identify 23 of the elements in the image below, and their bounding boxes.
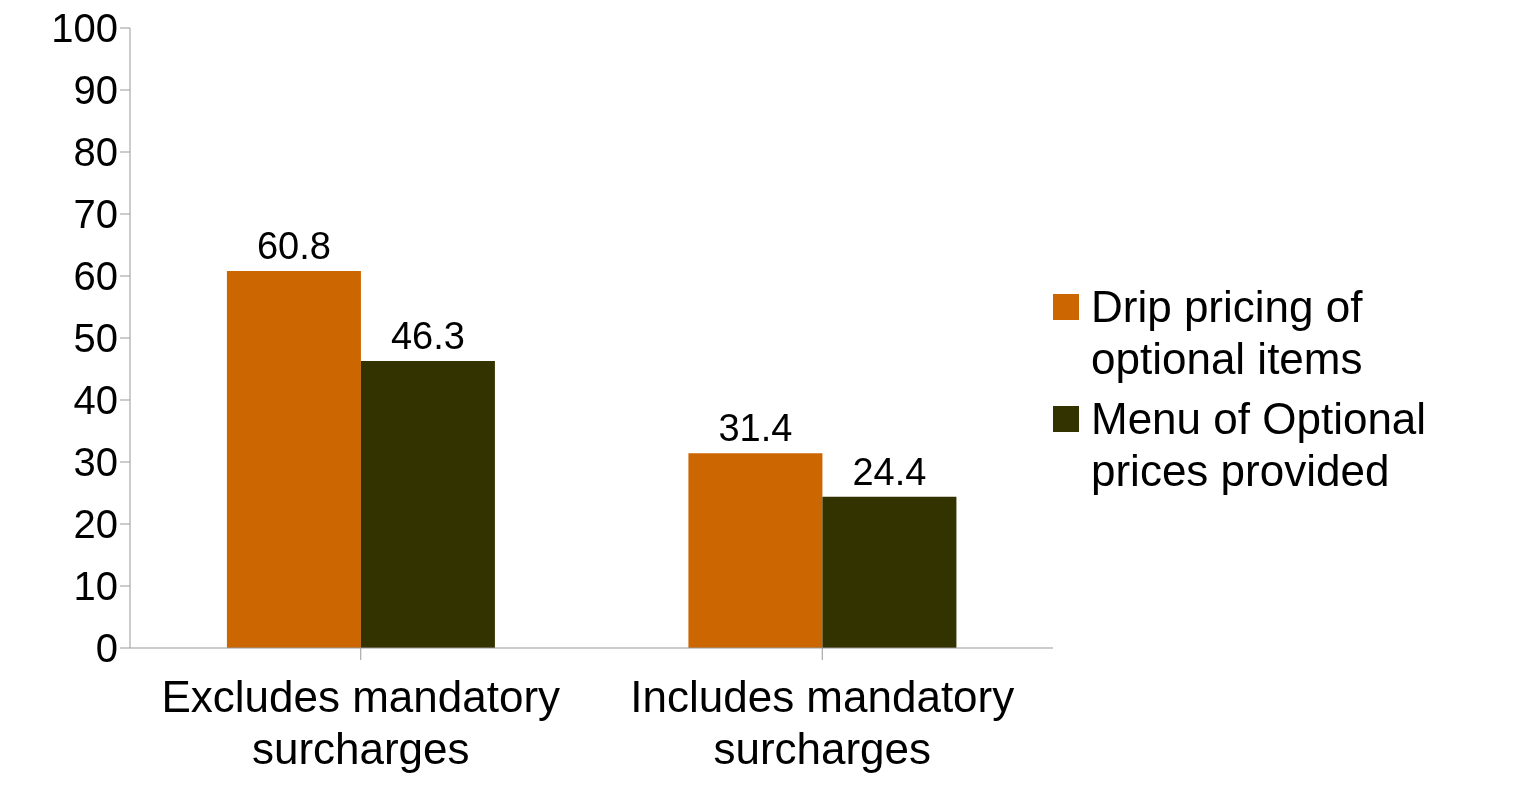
y-tick-label: 10	[73, 564, 118, 609]
bar	[822, 496, 957, 648]
y-tick-label: 20	[73, 502, 118, 547]
data-label: 24.4	[852, 450, 927, 493]
bar	[226, 271, 361, 648]
x-tick-label: Includes mandatory surcharges	[630, 672, 1015, 773]
y-tick-label: 80	[73, 130, 118, 175]
y-tick-label: 50	[73, 316, 118, 361]
y-tick-label: 100	[51, 6, 118, 51]
y-tick-label: 0	[95, 626, 118, 671]
bar	[688, 453, 823, 648]
y-tick-label: 40	[73, 378, 118, 423]
data-label: 60.8	[256, 225, 331, 268]
bar	[360, 360, 495, 648]
data-label: 31.4	[718, 407, 793, 450]
x-tick-label: Excludes mandatory surcharges	[161, 672, 561, 773]
y-tick-label: 60	[73, 254, 118, 299]
legend-label: Drip pricing of optional items	[1091, 281, 1364, 385]
y-tick-label: 30	[73, 440, 118, 485]
y-tick-label: 90	[73, 68, 118, 113]
data-label: 46.3	[390, 314, 465, 357]
legend-label: Menu of Optional prices provided	[1091, 393, 1428, 497]
y-tick-label: 70	[73, 192, 118, 237]
